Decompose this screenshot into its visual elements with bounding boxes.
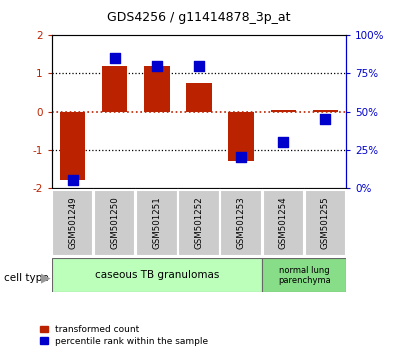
Bar [144, 66, 170, 112]
Point [238, 154, 244, 160]
Text: GSM501253: GSM501253 [236, 196, 246, 250]
Text: GDS4256 / g11414878_3p_at: GDS4256 / g11414878_3p_at [107, 11, 291, 24]
Bar [228, 112, 254, 161]
Bar [186, 83, 212, 112]
Bar [52, 258, 262, 292]
Bar [60, 112, 86, 180]
Legend: transformed count, percentile rank within the sample: transformed count, percentile rank withi… [36, 321, 212, 349]
Bar [304, 190, 346, 256]
Point [154, 63, 160, 69]
Point [70, 177, 76, 183]
Point [280, 139, 286, 145]
Text: GSM501255: GSM501255 [321, 196, 330, 250]
Bar [136, 190, 178, 256]
Text: GSM501249: GSM501249 [68, 197, 77, 249]
Text: GSM501250: GSM501250 [110, 196, 119, 250]
Point [112, 55, 118, 61]
Bar [94, 190, 135, 256]
Bar [312, 110, 338, 112]
Bar [102, 66, 127, 112]
Text: GSM501252: GSM501252 [195, 196, 203, 250]
Point [322, 116, 328, 122]
Text: cell type: cell type [4, 273, 49, 283]
Bar [52, 190, 94, 256]
Text: normal lung
parenchyma: normal lung parenchyma [278, 266, 331, 285]
Bar [178, 190, 220, 256]
Text: GSM501254: GSM501254 [279, 196, 288, 250]
Bar [263, 190, 304, 256]
Bar [262, 258, 346, 292]
Bar [271, 110, 296, 112]
Bar [220, 190, 262, 256]
Text: ▶: ▶ [41, 272, 51, 284]
Text: caseous TB granulomas: caseous TB granulomas [95, 270, 219, 280]
Point [196, 63, 202, 69]
Text: GSM501251: GSM501251 [152, 196, 162, 250]
